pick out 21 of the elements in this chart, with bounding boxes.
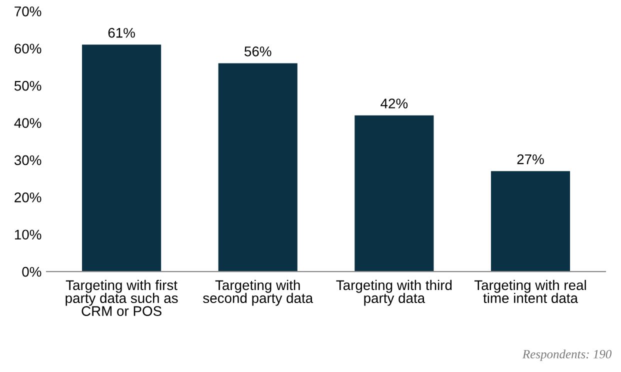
data-label: 27% [517, 154, 544, 164]
data-label: 56% [244, 46, 272, 56]
bar [218, 63, 298, 272]
bar [354, 115, 434, 272]
y-tick-label: 40% [14, 118, 42, 128]
x-tick-label: Targeting with first party data such as CRM or POS [66, 280, 178, 316]
y-tick-label: 0% [22, 266, 42, 277]
y-tick-label: 30% [14, 155, 42, 166]
bar [82, 44, 162, 272]
y-tick-label: 60% [14, 44, 42, 54]
y-tick-label: 10% [14, 230, 42, 240]
y-tick-label: 50% [14, 80, 42, 91]
y-tick-label: 20% [14, 192, 42, 202]
data-label: 42% [380, 98, 408, 108]
y-tick-label: 70% [14, 6, 42, 16]
x-tick-label: Targeting with real time intent data [474, 280, 586, 304]
bar [490, 171, 570, 272]
x-tick-label: Targeting with third party data [336, 280, 452, 306]
data-label: 61% [108, 28, 135, 38]
x-tick-label: Targeting with second party data [203, 280, 314, 306]
text: Respondents: 190 [522, 350, 612, 361]
